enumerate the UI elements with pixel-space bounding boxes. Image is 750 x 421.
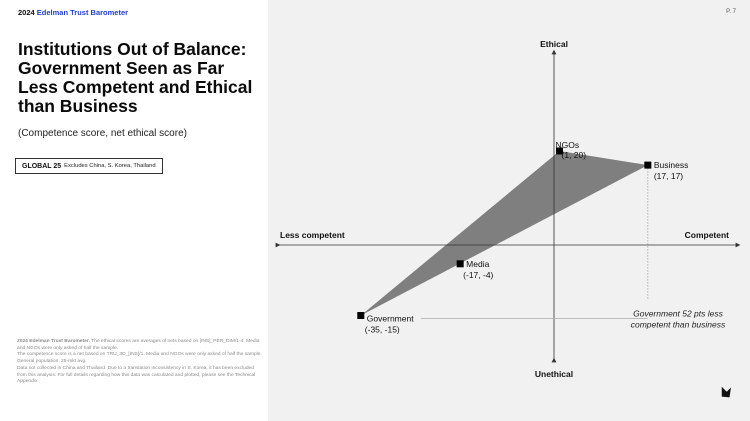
annotation-line-1: Government 52 pts less xyxy=(633,309,724,319)
footnote-source: 2024 Edelman Trust Barometer. xyxy=(17,339,90,344)
business-value-label: (17, 17) xyxy=(654,171,683,181)
page-subtitle: (Competence score, net ethical score) xyxy=(18,128,187,139)
global-sample-note: Excludes China, S. Korea, Thailand xyxy=(64,163,156,169)
brand-name: Edelman Trust Barometer xyxy=(36,8,129,17)
brand-year: 2024 xyxy=(18,8,35,17)
footnote: 2024 Edelman Trust Barometer. The ethica… xyxy=(17,339,262,386)
quadrant-chart: Less competent Competent Ethical Unethical N… xyxy=(275,39,741,379)
annotation-line-2: competent than business xyxy=(631,320,726,330)
government-value-label: (-35, -15) xyxy=(365,325,400,335)
footnote-text-1: The ethical scores are averages of nets … xyxy=(17,339,260,351)
government-label: Government xyxy=(367,314,414,324)
business-label: Business xyxy=(654,160,689,170)
ngos-marker xyxy=(556,147,564,155)
footnote-line-1: 2024 Edelman Trust Barometer. The ethica… xyxy=(17,339,262,352)
footnote-line-2: The competence score is a net based on T… xyxy=(17,352,262,365)
government-marker xyxy=(357,312,365,319)
media-value-label: (-17, -4) xyxy=(463,270,493,280)
x-axis-label-positive: Competent xyxy=(685,230,730,240)
footnote-line-3: Data not collected in China and Thailand… xyxy=(17,365,256,385)
chart-panel: P. 7 Less competent Competent Ethical Uneth… xyxy=(268,0,750,421)
page-number: P. 7 xyxy=(726,9,736,15)
ngos-value-label: (1, 20) xyxy=(562,150,587,160)
left-panel: 2024 Edelman Trust Barometer Institution… xyxy=(0,0,268,421)
x-axis-label-negative: Less competent xyxy=(280,230,345,240)
page-title: Institutions Out of Balance: Government … xyxy=(18,39,253,116)
arrow-down-right-icon[interactable] xyxy=(718,383,734,399)
ngos-label: NGOs xyxy=(556,140,580,150)
media-label: Media xyxy=(466,259,489,269)
y-axis-label-positive: Ethical xyxy=(540,39,568,49)
competence-ethics-triangle xyxy=(360,151,648,316)
brand-header: 2024 Edelman Trust Barometer xyxy=(18,8,128,17)
y-axis-label-negative: Unethical xyxy=(535,369,573,379)
media-marker xyxy=(456,260,464,268)
global-sample-label: GLOBAL 25 xyxy=(22,162,62,170)
global-sample-badge: GLOBAL 25 Excludes China, S. Korea, Thai… xyxy=(15,158,163,174)
business-marker xyxy=(644,161,652,169)
